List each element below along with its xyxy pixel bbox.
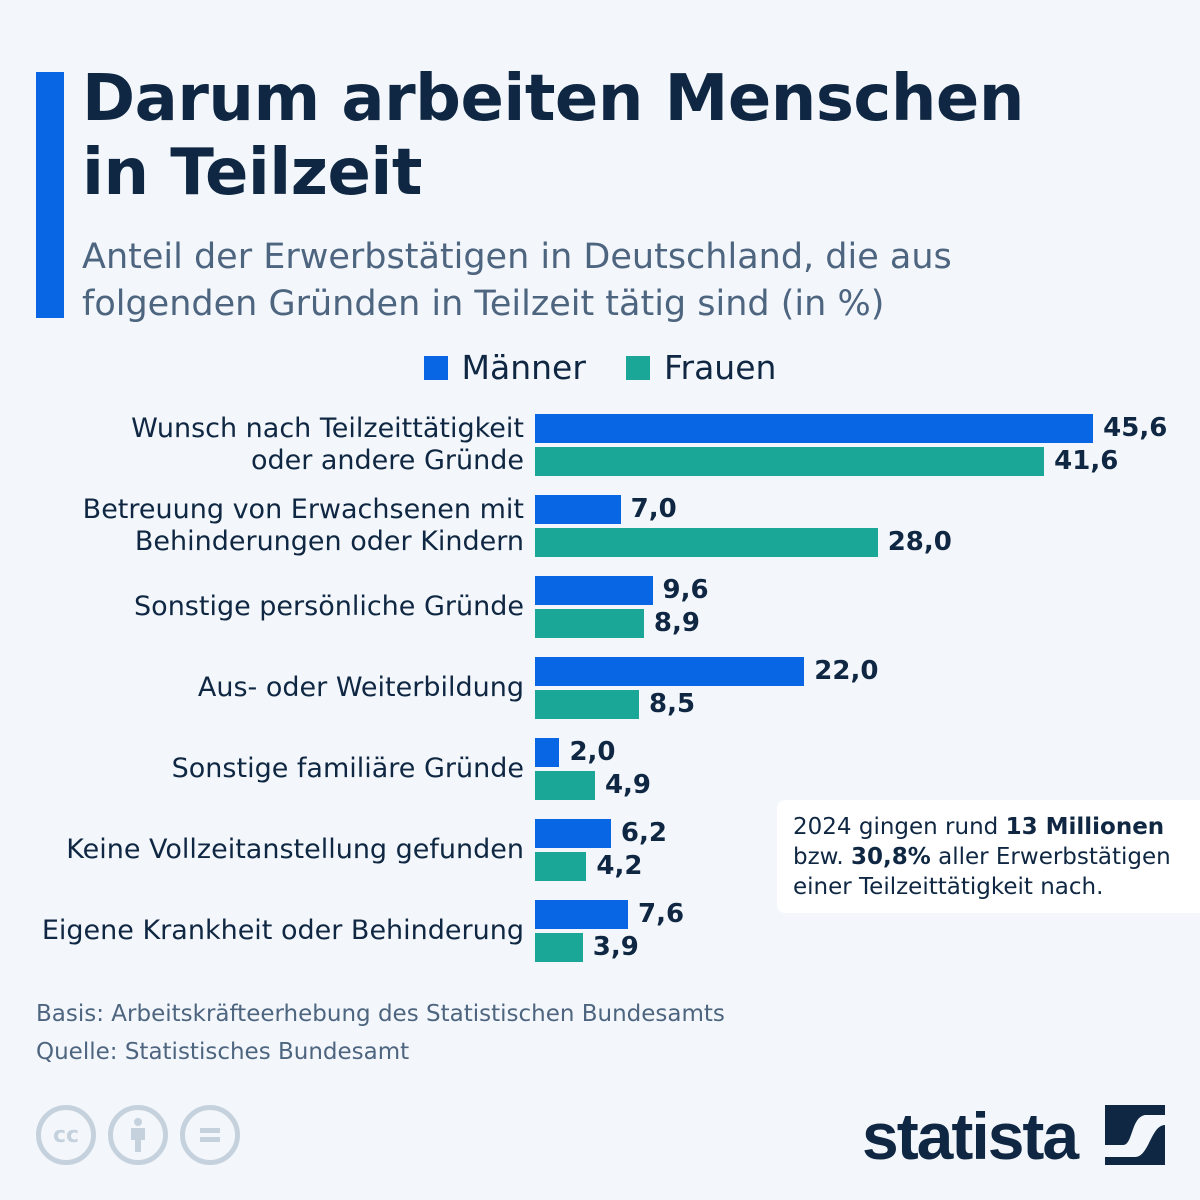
bar-frauen	[535, 771, 595, 800]
category-label: Sonstige persönliche Gründe	[134, 591, 524, 622]
bar-frauen	[535, 852, 587, 881]
no-derivatives-icon[interactable]	[180, 1105, 240, 1165]
bar-maenner	[535, 657, 805, 686]
bar-frauen	[535, 690, 640, 719]
category-label: Wunsch nach Teilzeittätigkeit oder andere…	[131, 413, 524, 476]
bar-frauen	[535, 447, 1045, 476]
bar-maenner	[535, 900, 629, 929]
data-label: 6,2	[620, 818, 667, 848]
bar-frauen	[535, 528, 878, 557]
note-text: aller Erwerbstätigen einer Teilzeittätig…	[793, 844, 1171, 900]
category-label: Sonstige familiäre Gründe	[171, 753, 524, 784]
basis-note: Basis: Arbeitskräfteerhebung des Statist…	[36, 1001, 725, 1027]
data-label: 7,0	[630, 494, 677, 524]
data-label: 9,6	[662, 575, 709, 605]
note-text: 2024 gingen rund	[793, 814, 1006, 840]
legend-item-frauen: Frauen	[625, 348, 777, 387]
data-label: 2,0	[569, 737, 616, 767]
bar-frauen	[535, 609, 644, 638]
category-label: Keine Vollzeitanstellung gefunden	[66, 834, 524, 865]
data-label: 3,9	[592, 932, 639, 962]
statista-logo-icon	[1105, 1105, 1165, 1165]
page-title: Darum arbeiten Menschen in Teilzeit	[82, 62, 1024, 210]
note-text: bzw.	[793, 844, 851, 870]
bar-chart: Wunsch nach Teilzeittätigkeit oder andere…	[0, 400, 1200, 980]
category-label: Eigene Krankheit oder Behinderung	[41, 915, 524, 946]
data-label: 7,6	[638, 899, 685, 929]
info-note: 2024 gingen rund 13 Millionen bzw. 30,8%…	[777, 800, 1200, 913]
bar-frauen	[535, 933, 583, 962]
note-bold: 13 Millionen	[1005, 814, 1165, 840]
bar-maenner	[535, 414, 1094, 443]
legend-label: Frauen	[663, 348, 777, 387]
bar-maenner	[535, 819, 611, 848]
data-label: 41,6	[1054, 446, 1119, 476]
bar-maenner	[535, 495, 621, 524]
data-label: 8,9	[653, 608, 700, 638]
note-bold: 30,8%	[851, 844, 931, 870]
legend: Männer Frauen	[0, 348, 1200, 387]
data-label: 8,5	[649, 689, 696, 719]
legend-swatch-frauen	[625, 355, 650, 380]
cc-icon[interactable]: cc	[36, 1105, 96, 1165]
category-label: Betreuung von Erwachsenen mit Behinderung…	[82, 494, 524, 557]
bar-maenner	[535, 576, 653, 605]
data-label: 4,9	[604, 770, 652, 800]
subtitle: Anteil der Erwerbstätigen in Deutschland…	[82, 237, 952, 324]
source-note: Quelle: Statistisches Bundesamt	[36, 1039, 410, 1065]
category-label: Aus- oder Weiterbildung	[197, 672, 524, 703]
data-label: 4,2	[596, 851, 643, 881]
data-label: 22,0	[814, 656, 879, 686]
attribution-icon[interactable]	[108, 1105, 168, 1165]
data-label: 28,0	[887, 527, 952, 557]
legend-item-maenner: Männer	[423, 348, 586, 387]
title-accent-bar	[36, 72, 64, 318]
bar-maenner	[535, 738, 560, 767]
legend-label: Männer	[461, 348, 586, 387]
data-label: 45,6	[1103, 413, 1168, 443]
legend-swatch-maenner	[423, 355, 448, 380]
statista-logo[interactable]: statista	[862, 1099, 1079, 1173]
